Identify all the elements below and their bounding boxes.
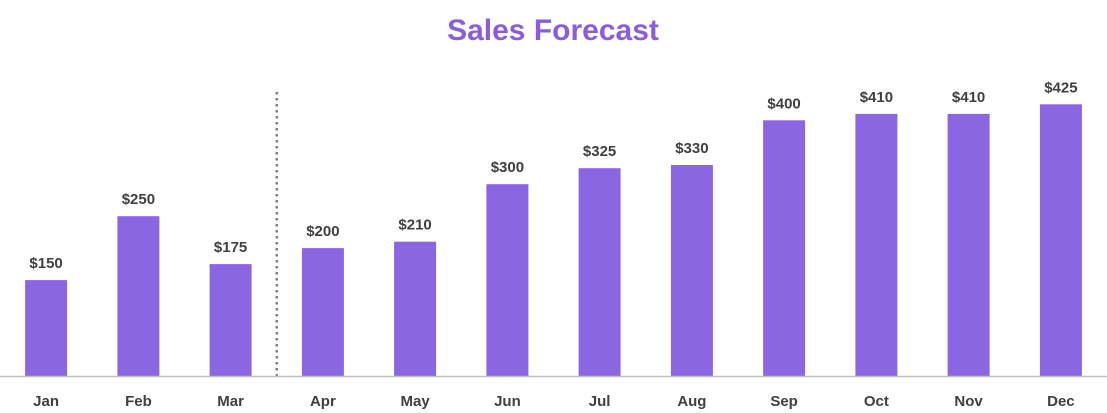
data-label-apr: $200 (306, 223, 339, 240)
x-axis-tick-labels: Jan Feb Mar Apr May Jun Jul Aug Sep Oct Nov Dec (33, 393, 1074, 410)
tick-label-may: May (401, 393, 431, 410)
bar-oct (855, 113, 898, 377)
bar-feb (117, 216, 160, 376)
data-label-jul: $325 (583, 143, 616, 160)
data-label-aug: $330 (675, 140, 708, 157)
bar-jan (25, 280, 68, 376)
bar-dec (1039, 104, 1082, 377)
data-label-sep: $400 (767, 95, 800, 112)
bar-mar (209, 264, 252, 376)
data-label-oct: $410 (860, 89, 893, 106)
data-label-may: $210 (398, 217, 431, 234)
chart-title: Sales Forecast (447, 14, 659, 47)
data-label-feb: $250 (122, 191, 155, 208)
tick-label-jan: Jan (33, 393, 59, 410)
tick-label-jun: Jun (494, 393, 521, 410)
bar-jun (486, 184, 529, 376)
data-label-jan: $150 (29, 255, 62, 272)
data-label-jun: $300 (491, 159, 524, 176)
tick-label-aug: Aug (677, 393, 706, 410)
bar-jul (578, 168, 621, 376)
data-label-nov: $410 (952, 89, 985, 106)
tick-label-feb: Feb (125, 393, 152, 410)
bar-nov (947, 113, 990, 377)
bar-apr (301, 248, 344, 376)
bar-aug (670, 165, 713, 376)
bar-group (25, 104, 1082, 377)
tick-label-nov: Nov (954, 393, 983, 410)
bar-sep (763, 120, 806, 376)
tick-label-apr: Apr (310, 393, 336, 410)
tick-label-jul: Jul (589, 393, 611, 410)
tick-label-mar: Mar (217, 393, 244, 410)
data-label-mar: $175 (214, 239, 247, 256)
data-label-group: $150 $250 $175 $200 $210 $300 $325 $330 $400 $410… (29, 79, 1077, 272)
tick-label-dec: Dec (1047, 393, 1075, 410)
tick-label-oct: Oct (864, 393, 889, 410)
bar-may (394, 241, 437, 376)
tick-label-sep: Sep (770, 393, 798, 410)
data-label-dec: $425 (1044, 79, 1077, 96)
